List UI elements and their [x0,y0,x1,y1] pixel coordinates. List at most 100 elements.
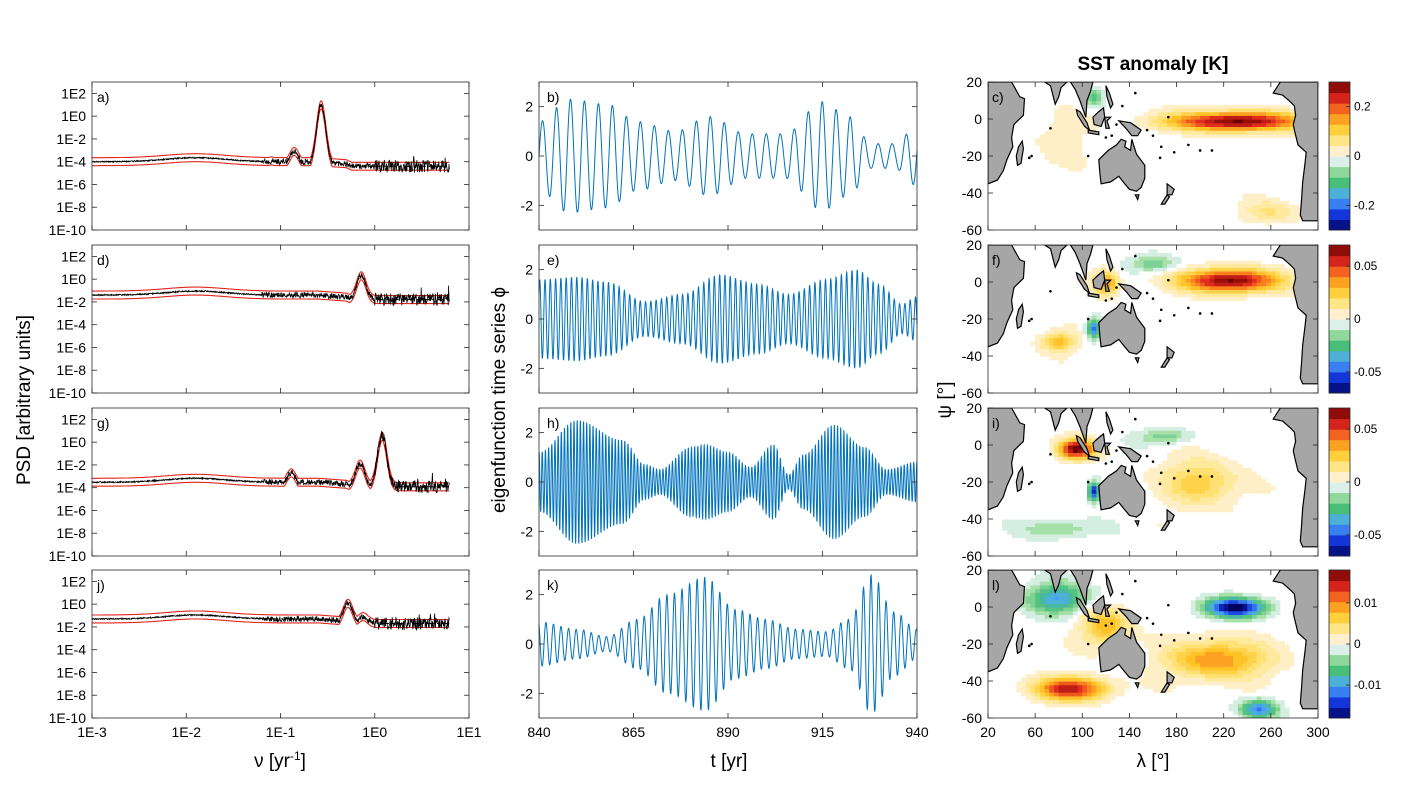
psd-d-frame [91,244,470,394]
ts-e-ytick-label: -2 [521,360,534,376]
colorbar-swatch [1329,177,1350,189]
island [1198,637,1202,640]
land-india [1043,245,1068,269]
map-l-xtick-label: 60 [1027,724,1043,740]
land-africa [988,408,1026,511]
map-l-xtick-label: 260 [1259,724,1283,740]
ts-e-ytick-label: 2 [525,262,533,278]
colorbar-swatch [1329,308,1350,320]
map-l-ytick-label: 20 [966,562,982,578]
colorbar-swatch [1329,524,1350,536]
colorbar-swatch [1329,92,1350,104]
land-americas [1272,245,1318,385]
map-l-xtick-label: 140 [1118,724,1142,740]
psd-j-frame [91,569,470,719]
land-australia [1098,626,1146,680]
land-nz2 [1160,357,1171,368]
psd-a-ytick-label: 1E-10 [49,222,87,238]
map-f-field [988,245,1318,393]
island [1115,123,1118,126]
panel-label-e: e) [547,252,559,268]
psd-g-ytick-label: 1E-4 [56,480,86,496]
island [1104,299,1108,302]
map-f-ytick-label: 0 [974,274,982,290]
ts-k-ytick-label: 2 [525,587,533,603]
colorbar-swatch [1329,103,1350,115]
island [1030,642,1033,646]
psd-g-ytick-label: 1E-10 [49,548,87,564]
map-l-ytick-label: 0 [974,599,982,615]
island [1187,143,1190,147]
map-xlabel: λ [°] [1137,751,1170,772]
colorbar-swatch [1329,482,1350,494]
psd-upper-band [92,598,450,621]
map-l-xtick-label: 220 [1212,724,1236,740]
colorbar-swatch [1329,601,1350,613]
island [1198,312,1202,315]
map-l-ytick-label: -40 [962,673,982,689]
ts-k-ytick-label: 0 [525,636,533,652]
psd-d-ytick-label: 1E-8 [56,362,86,378]
island [1159,308,1163,312]
colorbar-swatch [1329,503,1350,515]
land-madagascar [1015,139,1025,167]
land-africa [988,82,1026,185]
colorbar-tick-label: -0.05 [1354,528,1382,542]
map-l-ytick-label: -20 [962,636,982,652]
land-asia [1069,245,1094,281]
island [1158,482,1162,486]
island [1027,156,1031,160]
land-java [1087,617,1100,624]
psd-g-ytick-label: 1E0 [61,434,86,450]
island [1167,441,1170,445]
colorbar-swatch [1329,665,1350,677]
panel-label-a: a) [97,89,109,105]
island [1049,614,1052,618]
psd-spectrum-line [91,431,450,494]
colorbar-swatch [1329,198,1350,210]
island [1145,616,1149,620]
psd-a-ytick-label: 1E0 [61,108,86,124]
land-asia [1069,408,1094,444]
colorbar-swatch [1329,612,1350,624]
island [1049,452,1052,456]
island [1086,317,1090,321]
psd-spectrum-line [91,600,450,631]
ts-ylabel: eigenfunction time series ϕ [489,287,510,513]
psd-lower-band [92,606,450,629]
island [1172,314,1176,317]
psd-a-ytick-label: 1E-4 [56,154,86,170]
colorbar-swatch [1329,513,1350,525]
colorbar-swatch [1329,580,1350,592]
psd-d-ytick-label: 1E2 [61,248,86,264]
colorbar-swatch [1329,382,1350,394]
colorbar-swatch [1329,591,1350,603]
land-ng [1117,283,1143,300]
psd-j-ytick-label: 1E-10 [49,710,87,726]
island [1159,145,1163,149]
island [1030,480,1033,484]
island [1158,319,1162,323]
colorbar-swatch [1329,371,1350,383]
panel-label-d: d) [97,252,109,268]
island [1167,278,1170,282]
psd-j-xtick-label: 1E1 [457,724,482,740]
colorbar-swatch [1329,644,1350,656]
island [1187,469,1190,473]
island [1027,482,1031,486]
land-madagascar [1015,302,1025,330]
psd-xlabel: ν [yr-1] [254,749,306,772]
island [1110,622,1114,625]
land-phil [1105,85,1114,110]
colorbar-swatch [1329,166,1350,178]
island [1210,149,1214,152]
colorbar-swatch [1329,134,1350,146]
island [1167,115,1170,119]
island [1158,644,1162,648]
island [1110,297,1114,300]
colorbar-tick-label: 0.2 [1354,100,1371,114]
colorbar-swatch [1329,266,1350,278]
island [1104,462,1108,465]
panel-label-h: h) [547,415,559,431]
panel-label-f: f) [992,252,1001,268]
